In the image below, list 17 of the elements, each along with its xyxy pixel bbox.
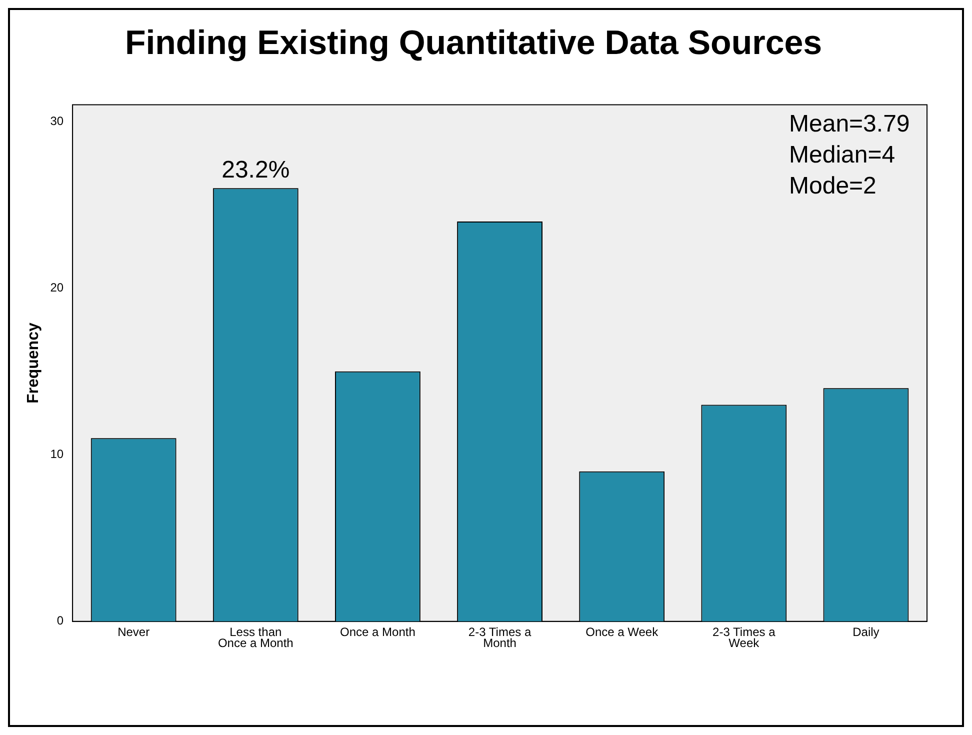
annotation: 23.2%: [222, 156, 290, 184]
x-tick-label: Once a Week: [586, 625, 660, 640]
chart-title: Finding Existing Quantitative Data Sources: [124, 24, 822, 62]
y-tick-label: 10: [50, 447, 64, 462]
x-tick-label: Daily: [852, 625, 880, 640]
x-tick-label: 2-3 Times a Month: [468, 625, 532, 650]
y-tick-label: 0: [56, 614, 64, 628]
annotation: Mean=3.79: [789, 110, 910, 138]
y-tick-label: 30: [50, 114, 64, 128]
annotation: Median=4: [789, 141, 896, 168]
x-tick-label: Less than Once a Month: [218, 625, 294, 650]
y-tick-label: 20: [50, 280, 64, 294]
x-tick-label: Once a Month: [340, 625, 416, 640]
x-tick-label: Never: [118, 625, 150, 640]
annotation: Mode=2: [789, 172, 876, 200]
y-axis-title: Frequency: [25, 322, 42, 404]
x-tick-label: 2-3 Times a Week: [712, 625, 776, 650]
